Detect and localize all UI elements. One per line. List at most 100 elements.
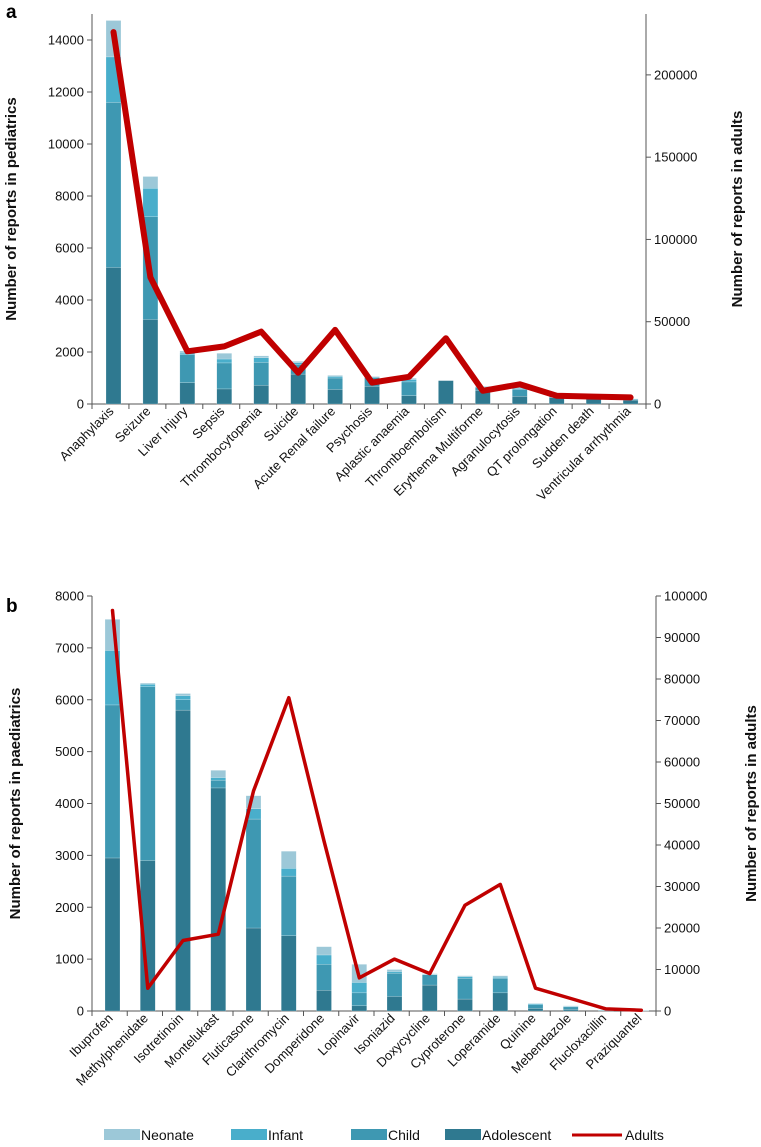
panel-a-bar-seizure-infant	[142, 187, 159, 217]
panel-b-bar-ibuprofen-child	[104, 704, 121, 859]
panel-a-bar-seizure-neonate	[142, 176, 159, 189]
panel-a-y2-tick-label: 150000	[654, 150, 697, 165]
legend-swatch-child	[351, 1129, 387, 1140]
panel-a-y-tick-label: 14000	[48, 33, 84, 48]
panel-a-bar-liver-injury-adolescent	[179, 382, 196, 405]
panel-a-y2-tick-label: 200000	[654, 67, 697, 82]
panel-b-y2-tick-label: 50000	[664, 796, 700, 811]
panel-a-y2-tick-label: 50000	[654, 314, 690, 329]
panel-b-y2-tick-label: 20000	[664, 921, 700, 936]
panel-b-bar-isotretinoin-adolescent	[175, 709, 191, 1012]
legend-label-child: Child	[388, 1127, 420, 1143]
panel-b-bar-isoniazid-child	[386, 972, 403, 997]
panel-b-bar-methylphenidate-neonate	[140, 682, 156, 685]
panel-b-bar-mebendazole-child	[563, 1006, 579, 1010]
panel-b-bar-clarithromycin-infant	[281, 868, 297, 877]
panel-b-y2-tick-label: 90000	[664, 630, 700, 645]
panel-b-bar-loperamide-neonate	[492, 975, 508, 978]
panel-b-bar-isoniazid-adolescent	[386, 996, 403, 1012]
panel-b-bar-domperidone-infant	[316, 954, 332, 965]
chart-b: 0100020003000400050006000700080000100002…	[7, 589, 760, 1089]
panel-b-bar-isoniazid-neonate	[386, 969, 403, 972]
panel-b-y2-tick-label: 100000	[664, 589, 707, 604]
panel-b-y-tick-label: 5000	[55, 744, 84, 759]
panel-a-bar-acute-renal-failure-neonate	[327, 375, 343, 377]
panel-a-bar-thrombocytopenia-child	[253, 362, 269, 386]
panel-b-y-tick-label: 1000	[55, 952, 84, 967]
panel-b-bar-mebendazole-adolescent	[563, 1009, 579, 1012]
panel-a-bar-aplastic-anaemia-child	[401, 381, 417, 396]
panel-a-bar-liver-injury-child	[179, 354, 196, 383]
panel-b-bar-cyproterone-neonate	[457, 975, 473, 977]
panel-b-bar-loperamide-child	[492, 978, 508, 994]
legend: Neonate Infant Child Adolescent Adults	[104, 1127, 664, 1143]
panel-b-bar-clarithromycin-adolescent	[281, 935, 297, 1012]
panel-b-y2-tick-label: 80000	[664, 672, 700, 687]
panel-a-bar-agranulocytosis-child	[512, 389, 528, 397]
panel-b-bar-fluticasone-child	[245, 818, 262, 929]
panel-b-y-tick-label: 7000	[55, 640, 84, 655]
panel-a-y2-tick-label: 0	[654, 397, 661, 412]
panel-b-bar-montelukast-adolescent	[210, 787, 226, 1012]
panel-a-y-tick-label: 8000	[55, 189, 84, 204]
panel-a-adults-line	[110, 29, 634, 401]
panel-b-bar-quinine-adolescent	[527, 1008, 544, 1012]
panel-b-bar-loperamide-adolescent	[492, 992, 508, 1012]
panel-b-y2-tick-label: 0	[664, 1004, 671, 1019]
panel-a-bar-agranulocytosis-adolescent	[512, 396, 528, 405]
panel-a-y-tick-label: 4000	[55, 293, 84, 308]
panel-b-bar-lopinavir-child	[351, 992, 367, 1007]
panel-b-bar-domperidone-adolescent	[316, 990, 332, 1012]
panel-a-bar-acute-renal-failure-infant	[327, 376, 343, 379]
panel-a-bar-sepsis-infant	[216, 358, 233, 364]
panel-b-y-tick-label: 2000	[55, 900, 84, 915]
panel-a-bar-anaphylaxis-adolescent	[105, 267, 122, 405]
panel-b-y2-tick-label: 70000	[664, 713, 700, 728]
panel-a-y-tick-label: 2000	[55, 345, 84, 360]
panel-a-bar-acute-renal-failure-adolescent	[327, 389, 343, 405]
panel-b-bar-cyproterone-child	[457, 978, 473, 1000]
panel-a-bar-psychosis-adolescent	[364, 386, 380, 405]
panel-b-bar-domperidone-child	[316, 964, 332, 991]
panel-a-bar-sepsis-adolescent	[216, 388, 233, 405]
panel-b-y2-tick-label: 30000	[664, 879, 700, 894]
panel-b-bar-clarithromycin-child	[281, 875, 297, 936]
chart-a: 0 2000 4000 6000 8000 10000 12000 14000 0 50000 10…	[3, 14, 746, 504]
panel-b-label: b	[6, 596, 18, 617]
panel-b-bar-quinine-neonate	[527, 1003, 544, 1004]
legend-swatch-neonate	[104, 1129, 140, 1140]
panel-b-bar-isoniazid-infant	[386, 971, 403, 974]
panel-b-bar-montelukast-neonate	[210, 770, 226, 778]
panel-b-y-tick-label: 8000	[55, 589, 84, 604]
panel-a-y-tick-label: 10000	[48, 137, 84, 152]
panel-b-y2-tick-label: 10000	[664, 962, 700, 977]
panel-b-y2-axis-title: Number of reports in adults	[743, 705, 760, 902]
panel-b-bar-montelukast-infant	[210, 777, 226, 781]
panel-a-category-label-anaphylaxis: Anaphylaxis	[56, 403, 117, 464]
panel-a-y-tick-label: 6000	[55, 241, 84, 256]
panel-b-bar-methylphenidate-child	[140, 686, 156, 861]
panel-b-adults-line	[110, 608, 644, 1012]
panel-a-bar-ventricular-arrhythmia-adolescent	[622, 399, 639, 405]
panel-a-bar-thromboembolism-adolescent	[438, 380, 454, 405]
panel-b-bar-clarithromycin-neonate	[281, 851, 297, 869]
legend-swatch-infant	[231, 1129, 267, 1140]
panel-a-bar-acute-renal-failure-child	[327, 377, 343, 390]
panel-b-y-tick-label: 0	[77, 1004, 84, 1019]
panel-b-bar-cyproterone-adolescent	[457, 998, 473, 1012]
panel-b-bar-doxycycline-adolescent	[422, 984, 438, 1012]
panel-b-y-tick-label: 3000	[55, 848, 84, 863]
panel-b-bar-ibuprofen-adolescent	[104, 857, 121, 1012]
panel-a-y-tick-label: 12000	[48, 85, 84, 100]
legend-label-neonate: Neonate	[141, 1127, 194, 1143]
panel-b-bar-methylphenidate-infant	[140, 683, 156, 687]
panel-a-bar-sepsis-neonate	[216, 353, 233, 360]
panel-a-bar-aplastic-anaemia-adolescent	[401, 395, 417, 405]
panel-b-bar-lopinavir-infant	[351, 982, 367, 994]
panel-a-bar-thrombocytopenia-infant	[253, 357, 269, 363]
panel-a-y2-axis-title: Number of reports in adults	[729, 111, 746, 308]
panel-a-bar-seizure-adolescent	[142, 319, 159, 405]
legend-label-infant: Infant	[268, 1127, 303, 1143]
panel-b-y-axis-title: Number of reports in paediatrics	[7, 688, 24, 920]
